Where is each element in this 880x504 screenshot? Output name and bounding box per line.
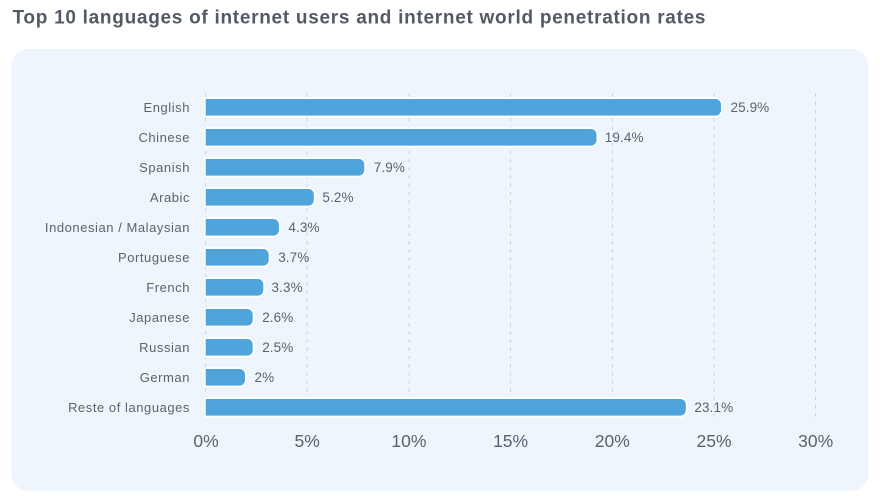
svg-text:Japanese: Japanese xyxy=(129,310,190,325)
svg-text:2.6%: 2.6% xyxy=(262,310,293,325)
svg-text:0%: 0% xyxy=(193,431,218,451)
svg-text:25%: 25% xyxy=(696,431,731,451)
svg-text:2%: 2% xyxy=(255,370,275,385)
svg-text:Reste of languages: Reste of languages xyxy=(68,400,190,415)
svg-text:French: French xyxy=(146,280,190,295)
svg-text:19.4%: 19.4% xyxy=(605,130,644,145)
svg-text:English: English xyxy=(144,100,191,115)
svg-text:2.5%: 2.5% xyxy=(262,340,293,355)
svg-text:7.9%: 7.9% xyxy=(374,160,405,175)
svg-text:German: German xyxy=(140,370,190,385)
svg-text:Arabic: Arabic xyxy=(150,190,190,205)
svg-text:5%: 5% xyxy=(295,431,320,451)
svg-text:23.1%: 23.1% xyxy=(694,400,733,415)
svg-text:3.3%: 3.3% xyxy=(272,280,303,295)
svg-text:Portuguese: Portuguese xyxy=(118,250,190,265)
svg-text:20%: 20% xyxy=(595,431,630,451)
svg-text:15%: 15% xyxy=(493,431,528,451)
svg-text:Indonesian / Malaysian: Indonesian / Malaysian xyxy=(45,220,190,235)
svg-text:4.3%: 4.3% xyxy=(288,220,319,235)
svg-text:Top 10 languages of internet u: Top 10 languages of internet users and i… xyxy=(13,8,707,29)
svg-text:Chinese: Chinese xyxy=(138,130,190,145)
svg-text:10%: 10% xyxy=(391,431,426,451)
svg-text:5.2%: 5.2% xyxy=(322,190,353,205)
svg-text:Spanish: Spanish xyxy=(139,160,190,175)
svg-text:Russian: Russian xyxy=(139,340,190,355)
svg-text:3.7%: 3.7% xyxy=(278,250,309,265)
svg-text:25.9%: 25.9% xyxy=(731,100,770,115)
svg-text:30%: 30% xyxy=(798,431,833,451)
